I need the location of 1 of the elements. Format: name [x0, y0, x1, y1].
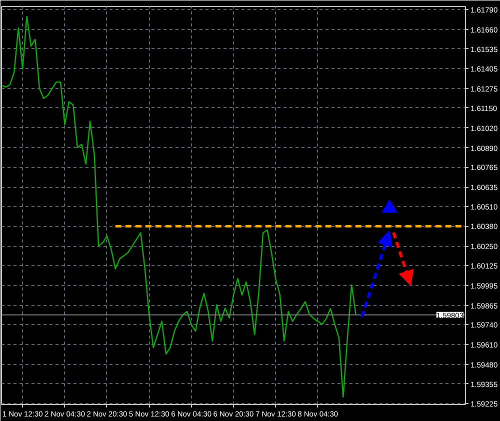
- line-series: [2, 16, 356, 398]
